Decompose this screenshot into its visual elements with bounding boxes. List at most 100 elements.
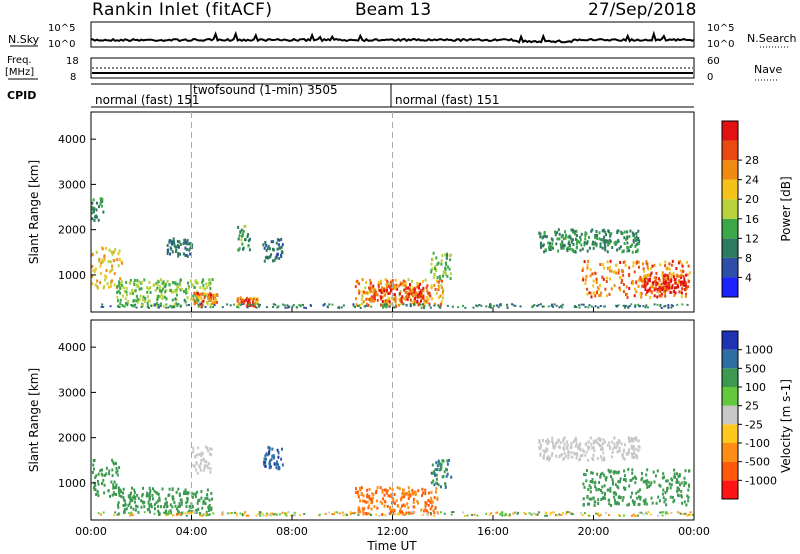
power-cell: [658, 286, 661, 290]
velocity-cell: [582, 449, 585, 453]
power-cell: [264, 256, 267, 260]
power-cell: [402, 303, 405, 306]
power-cell: [682, 274, 685, 278]
velocity-cell: [137, 510, 140, 514]
power-cell: [372, 289, 375, 293]
velocity-cell: [183, 490, 186, 494]
power-cell: [112, 250, 115, 254]
power-cell: [113, 272, 116, 276]
power-cell: [210, 293, 212, 297]
velocity-cell: [269, 463, 272, 467]
power-cell: [606, 239, 609, 243]
velocity-cell: [631, 471, 634, 475]
power-cell: [607, 240, 610, 244]
power-cell: [133, 282, 136, 286]
power-cell: [140, 281, 143, 285]
power-cell: [179, 252, 182, 256]
power-cell: [642, 267, 645, 271]
velocity-cell: [616, 471, 619, 475]
power-cell: [206, 292, 209, 296]
power-cell: [98, 257, 101, 261]
power-cell: [174, 250, 177, 253]
power-cell: [132, 299, 135, 303]
velocity-cell: [633, 502, 636, 506]
velocity-cell: [389, 510, 392, 514]
velocity-cell: [97, 482, 100, 486]
power-cell: [211, 302, 214, 305]
power-cell: [245, 298, 247, 302]
velocity-cell: [563, 448, 566, 452]
velocity-cell: [600, 497, 603, 501]
velocity-cell: [277, 455, 280, 459]
power-cell: [671, 286, 674, 290]
power-cell: [594, 294, 597, 298]
power-cell: [683, 280, 686, 284]
velocity-cell: [95, 474, 98, 478]
nsearch-tick-bottom: 10^0: [707, 39, 734, 50]
velocity-cell: [203, 500, 206, 504]
power-cell: [444, 266, 447, 270]
power-cell: [280, 254, 283, 258]
velocity-cell: [157, 499, 159, 503]
power-cell: [384, 278, 387, 281]
velocity-cell: [630, 514, 633, 517]
velocity-cell: [628, 448, 630, 452]
power-cell: [209, 278, 212, 282]
power-cell: [149, 286, 152, 290]
velocity-cell: [430, 490, 433, 494]
power-cell: [568, 240, 571, 244]
velocity-colorbar-tick-label: 25: [745, 400, 759, 413]
velocity-cell: [588, 497, 591, 501]
power-cell: [667, 277, 670, 281]
power-cell: [685, 286, 688, 290]
power-cell: [624, 260, 627, 264]
power-cell: [390, 296, 393, 300]
power-cell: [385, 306, 388, 309]
power-cell: [410, 292, 413, 296]
velocity-cell: [388, 512, 391, 516]
velocity-cell: [681, 501, 684, 505]
power-cell: [119, 291, 122, 295]
velocity-cell: [265, 452, 268, 456]
power-cell: [184, 253, 187, 257]
velocity-cell: [96, 490, 99, 494]
power-cell: [624, 306, 626, 309]
power-cell: [552, 246, 554, 250]
velocity-cell: [263, 463, 266, 467]
velocity-cell: [262, 514, 265, 517]
power-cell: [392, 297, 395, 301]
power-cell: [586, 249, 589, 253]
power-cell: [355, 297, 357, 301]
velocity-cell: [508, 513, 511, 516]
velocity-cell: [612, 470, 615, 474]
power-cell: [662, 278, 665, 282]
velocity-cell: [424, 508, 426, 512]
velocity-cell: [429, 507, 432, 511]
power-cell: [628, 287, 631, 290]
velocity-cell: [435, 481, 438, 485]
velocity-cell: [606, 443, 609, 447]
velocity-cell: [195, 468, 197, 472]
velocity-cell: [673, 475, 676, 479]
velocity-cell: [558, 455, 561, 459]
power-cell: [628, 235, 631, 239]
velocity-cell: [613, 498, 616, 502]
velocity-cell: [133, 500, 136, 504]
velocity-cell: [272, 454, 275, 458]
velocity-cell: [207, 514, 210, 517]
power-cell: [612, 270, 615, 274]
power-cell: [664, 288, 667, 292]
power-cell: [639, 292, 642, 296]
power-cell: [240, 301, 242, 305]
velocity-cell: [618, 480, 621, 484]
power-cell: [116, 290, 119, 294]
power-cell: [184, 246, 187, 250]
power-cell: [556, 237, 559, 241]
velocity-cell: [285, 514, 288, 517]
power-cell: [540, 241, 542, 245]
power-cell: [435, 256, 438, 260]
power-cell: [117, 252, 120, 256]
velocity-cell: [614, 491, 617, 495]
power-cell: [667, 266, 670, 270]
velocity-cell: [640, 472, 643, 475]
